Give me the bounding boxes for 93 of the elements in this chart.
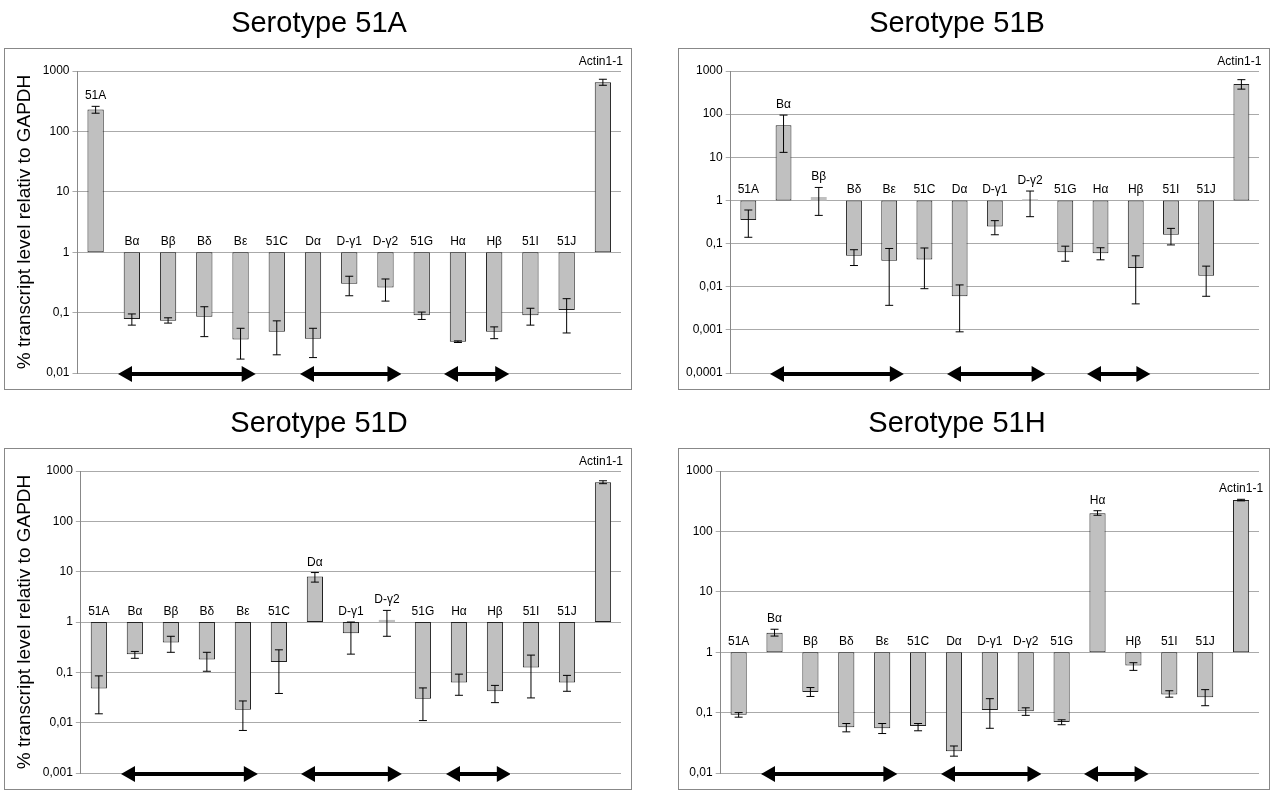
y-tick-label: 0,001 [42, 765, 74, 780]
y-tick-label: 0,1 [56, 664, 74, 679]
x-tick-label: 51C [913, 182, 936, 197]
x-tick-label: Dα [305, 234, 321, 249]
y-tick-label: 100 [52, 513, 74, 528]
x-tick-label: 51C [907, 634, 930, 649]
x-tick-label: Bδ [838, 634, 854, 649]
y-tick-label: 0,1 [52, 304, 70, 319]
y-tick-label: 100 [702, 106, 724, 121]
x-tick-label: D-γ2 [374, 592, 400, 607]
x-tick-label: Bδ [846, 182, 862, 197]
y-tick-label: 10 [59, 563, 74, 578]
x-tick-label: Bβ [160, 234, 176, 249]
x-tick-label: Dα [951, 182, 968, 197]
x-tick-label: Actin1-1 [1217, 54, 1262, 68]
x-tick-label: Bβ [163, 604, 179, 618]
x-tick-label: 51J [557, 604, 577, 618]
x-tick-label: Dα [307, 554, 323, 569]
x-tick-label: Bα [124, 234, 140, 249]
x-tick-label: Bδ [199, 604, 215, 618]
x-tick-label: 51C [265, 234, 289, 249]
x-tick-label: Bε [233, 234, 248, 249]
x-tick-label: Dα [946, 634, 962, 649]
x-tick-label: Hβ [1125, 634, 1142, 649]
x-tick-label: Bε [882, 182, 897, 197]
x-tick-label: Hα [1092, 182, 1109, 197]
x-tick-label: Hα [1089, 492, 1106, 507]
x-tick-label: 51I [1160, 634, 1178, 649]
y-tick-label: 1000 [42, 63, 70, 78]
x-tick-label: 51J [1196, 182, 1216, 197]
y-tick-label: 10 [699, 584, 714, 599]
x-tick-label: Bδ [196, 234, 212, 249]
x-tick-label: D-γ1 [977, 634, 1003, 649]
x-tick-label: D-γ1 [336, 234, 363, 249]
chart-title: Serotype 51D [229, 405, 409, 440]
x-tick-label: Actin1-1 [578, 454, 624, 468]
x-tick-label: 51I [522, 604, 540, 618]
y-tick-label: 0,001 [692, 322, 724, 337]
x-tick-label: 51A [88, 604, 110, 618]
x-tick-label: 51A [727, 634, 750, 649]
x-tick-label: Bε [236, 604, 251, 618]
y-axis-title: % transcript level relativ to GAPDH [12, 474, 34, 770]
y-tick-label: 10 [56, 184, 70, 199]
x-tick-label: Bε [875, 634, 890, 649]
y-tick-label: 1 [716, 192, 724, 207]
x-tick-label: Bα [127, 604, 143, 618]
y-tick-label: 100 [49, 123, 70, 138]
x-tick-label: D-γ2 [1013, 634, 1039, 649]
x-tick-label: Hβ [487, 604, 503, 618]
chart-title: Serotype 51H [867, 405, 1047, 440]
x-tick-label: 51A [737, 182, 759, 197]
x-tick-label: D-γ2 [1017, 173, 1044, 188]
chart-title: Serotype 51A [230, 5, 408, 40]
y-tick-label: 0,01 [49, 714, 74, 729]
y-tick-label: 1 [706, 644, 714, 659]
x-tick-label: Actin1-1 [1219, 481, 1264, 496]
x-tick-label: 51I [1162, 182, 1180, 197]
x-tick-label: Hα [451, 604, 467, 618]
x-tick-label: 51A [84, 88, 107, 103]
y-tick-label: 0,0001 [686, 365, 724, 380]
x-tick-label: 51G [1050, 634, 1073, 649]
y-tick-label: 0,01 [46, 365, 70, 380]
x-tick-label: Bβ [811, 169, 827, 184]
y-tick-label: 0,01 [689, 765, 714, 780]
y-tick-label: 0,1 [706, 235, 724, 250]
x-tick-label: D-γ1 [338, 604, 364, 618]
y-tick-label: 10 [709, 149, 724, 164]
x-tick-label: 51J [1195, 634, 1215, 649]
x-tick-label: Hβ [486, 234, 503, 249]
x-tick-label: 51G [411, 604, 435, 618]
x-tick-label: Actin1-1 [578, 54, 624, 68]
y-tick-label: 100 [692, 523, 714, 538]
y-tick-label: 1 [66, 614, 74, 629]
y-tick-label: 1 [62, 244, 70, 259]
x-tick-label: Hβ [1127, 182, 1144, 197]
x-tick-label: D-γ2 [372, 234, 399, 249]
x-tick-label: 51J [556, 234, 577, 249]
x-tick-label: Bα [767, 611, 783, 626]
x-tick-label: D-γ1 [982, 182, 1008, 197]
y-tick-label: 0,1 [696, 704, 714, 719]
y-axis-title: % transcript level relativ to GAPDH [12, 74, 34, 370]
y-tick-label: 0,01 [699, 279, 724, 294]
y-tick-label: 1000 [685, 463, 714, 478]
y-tick-label: 1000 [696, 63, 724, 78]
x-tick-label: 51C [267, 604, 291, 618]
x-tick-label: 51I [522, 234, 539, 249]
y-tick-label: 1000 [46, 463, 74, 478]
chart-title: Serotype 51B [868, 5, 1046, 40]
x-tick-label: Bβ [802, 634, 818, 649]
x-tick-label: 51G [1053, 182, 1077, 197]
x-tick-label: Hα [450, 234, 466, 249]
x-tick-label: 51G [410, 234, 434, 249]
x-tick-label: Bα [776, 97, 792, 112]
